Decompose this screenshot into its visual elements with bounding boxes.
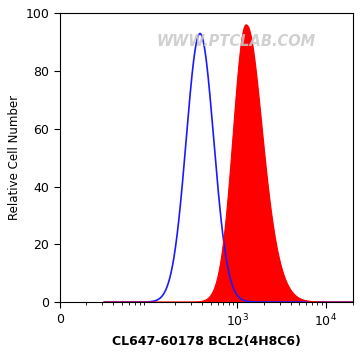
X-axis label: CL647-60178 BCL2(4H8C6): CL647-60178 BCL2(4H8C6) [112,335,301,348]
Text: WWW.PTCLAB.COM: WWW.PTCLAB.COM [156,33,315,48]
Y-axis label: Relative Cell Number: Relative Cell Number [8,95,21,220]
